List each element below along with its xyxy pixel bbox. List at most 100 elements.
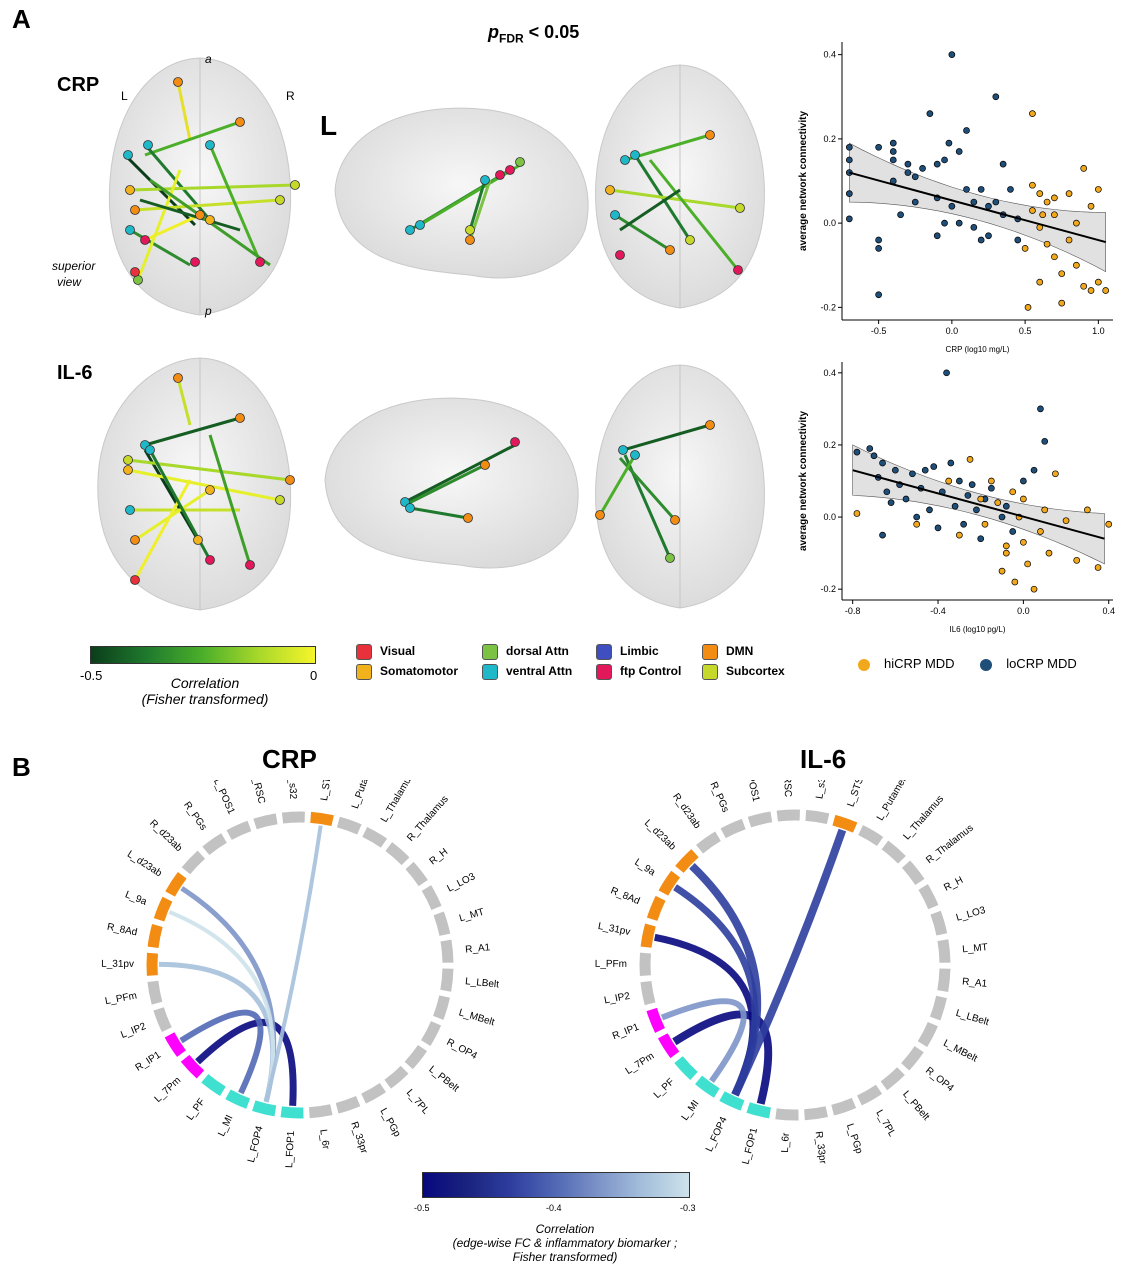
fc-colorbar-title1: Correlation	[170, 675, 240, 691]
orient-left: L	[121, 89, 128, 103]
chord-segment	[421, 885, 442, 911]
data-point	[934, 524, 942, 532]
chord-segment	[695, 1075, 720, 1098]
data-point	[948, 51, 956, 58]
data-point	[1051, 211, 1058, 219]
data-point	[1080, 282, 1088, 290]
data-point	[1080, 165, 1088, 172]
data-point	[941, 156, 948, 164]
legend-label: Limbic	[620, 644, 659, 659]
il6-superior-brain	[97, 357, 295, 611]
data-point	[1036, 278, 1044, 286]
data-point	[1043, 198, 1051, 206]
chord-label: L_LBelt	[465, 976, 500, 990]
il6-inferior-brain	[595, 364, 765, 609]
data-point	[1030, 466, 1038, 474]
chord-segment	[640, 980, 656, 1006]
data-point	[845, 190, 853, 197]
chord-label: L_FOP4	[704, 1115, 730, 1154]
chord-segment	[646, 895, 666, 921]
data-point	[1065, 236, 1073, 244]
chord-label: R_d23ab	[670, 791, 703, 831]
chord-label: R_H	[942, 875, 965, 894]
legend-ventral-attn: ventral Attn	[482, 664, 572, 680]
chord-segment	[153, 896, 173, 922]
data-point	[999, 160, 1007, 168]
chord-link	[660, 998, 747, 1083]
threshold-header: pFDR < 0.05	[488, 22, 579, 46]
row-label-il6: IL-6	[57, 362, 93, 384]
chord-title-il6: IL-6	[800, 744, 847, 774]
fc-colorbar-title2: (Fisher transformed)	[141, 691, 269, 707]
data-point	[911, 198, 919, 206]
chord-label: L_9a	[123, 889, 148, 908]
chord-segment	[181, 850, 206, 875]
data-point	[977, 236, 985, 244]
chord-link	[195, 1018, 297, 1106]
chord-segment	[937, 968, 951, 993]
data-point	[875, 143, 882, 151]
x-tick-label: -0.8	[845, 606, 861, 616]
data-point	[964, 492, 972, 499]
data-point	[1084, 506, 1091, 514]
data-point	[1014, 236, 1022, 244]
superior-view-label: superior view	[52, 258, 95, 290]
data-point	[897, 211, 904, 219]
chord-label: L_MI	[216, 1113, 235, 1138]
chord-label: L_FOP1	[284, 1130, 297, 1168]
chord-label: L_31pv	[101, 959, 134, 970]
chord-label: L_31pv	[597, 921, 631, 938]
data-point	[951, 502, 959, 510]
data-point	[948, 202, 956, 210]
chord-label: L_Thalamus	[379, 780, 416, 824]
chord-segment	[225, 1089, 251, 1109]
chord-label: L_MI	[680, 1098, 702, 1122]
data-point	[1029, 181, 1036, 189]
x-axis-label: IL6 (log10 pg/L)	[949, 625, 1005, 634]
chord-label: R_A1	[962, 976, 988, 989]
data-point	[1009, 488, 1017, 496]
chord-label: L_Putamen	[875, 780, 910, 823]
data-point	[1102, 287, 1110, 294]
data-point	[875, 291, 882, 299]
legend-swatch	[596, 644, 612, 660]
legend-label: Subcortex	[726, 664, 785, 679]
chord-link	[179, 1009, 264, 1095]
group-legend: hiCRP MDD loCRP MDD	[858, 656, 1077, 671]
chord-label: R_d23ab	[147, 818, 184, 854]
data-point	[963, 127, 970, 134]
chord-segment	[384, 1065, 409, 1089]
data-point	[945, 139, 953, 147]
crp-sagittal-brain	[334, 107, 589, 279]
data-point	[968, 481, 976, 488]
chord-link	[168, 910, 275, 1103]
data-point	[1009, 528, 1017, 535]
data-point	[998, 567, 1006, 575]
chord-label: L_PFm	[104, 990, 138, 1007]
chord-label: L_MT	[458, 907, 486, 925]
chord-segment	[929, 995, 947, 1021]
chord-label: L_9a	[632, 857, 657, 879]
chord-segment	[433, 911, 451, 936]
data-point	[866, 445, 874, 452]
chord-label: R_33pr	[348, 1120, 369, 1155]
x-axis-label: CRP (log10 mg/L)	[946, 345, 1010, 354]
chord-label: R_OP4	[445, 1037, 480, 1062]
data-point	[911, 173, 919, 181]
legend-somatomotor: Somatomotor	[356, 664, 458, 680]
data-point	[875, 245, 882, 252]
chord-label: R_RSC	[248, 780, 267, 805]
chord-segment	[201, 1074, 226, 1097]
y-tick-label: 0.2	[823, 134, 836, 144]
data-point	[1002, 502, 1010, 510]
data-point	[973, 506, 980, 514]
chord-segment	[385, 842, 410, 866]
orient-posterior: p	[205, 304, 212, 318]
chord-label: L_7PL	[873, 1108, 897, 1139]
data-point	[985, 232, 992, 240]
chord-colorbar-max: -0.3	[680, 1203, 696, 1213]
chord-title-crp: CRP	[262, 744, 317, 774]
data-point	[853, 448, 861, 456]
chord-segment	[918, 884, 939, 910]
